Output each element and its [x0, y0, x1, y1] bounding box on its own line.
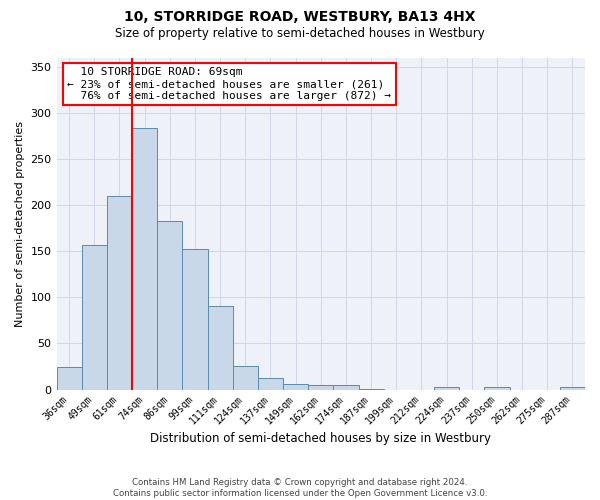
Bar — [560, 387, 585, 390]
Bar — [157, 221, 182, 390]
Text: 10, STORRIDGE ROAD, WESTBURY, BA13 4HX: 10, STORRIDGE ROAD, WESTBURY, BA13 4HX — [124, 10, 476, 24]
Bar — [208, 306, 233, 390]
Bar — [258, 378, 283, 390]
Bar — [233, 366, 258, 390]
Bar — [283, 384, 308, 390]
Text: 10 STORRIDGE ROAD: 69sqm
← 23% of semi-detached houses are smaller (261)
  76% o: 10 STORRIDGE ROAD: 69sqm ← 23% of semi-d… — [67, 68, 391, 100]
Bar — [434, 387, 459, 390]
Bar — [308, 385, 334, 390]
X-axis label: Distribution of semi-detached houses by size in Westbury: Distribution of semi-detached houses by … — [150, 432, 491, 445]
Bar — [334, 385, 359, 390]
Bar — [182, 250, 208, 390]
Bar — [107, 196, 132, 390]
Bar — [82, 245, 107, 390]
Bar — [132, 128, 157, 390]
Text: Size of property relative to semi-detached houses in Westbury: Size of property relative to semi-detach… — [115, 28, 485, 40]
Y-axis label: Number of semi-detached properties: Number of semi-detached properties — [15, 120, 25, 326]
Bar — [359, 388, 383, 390]
Bar — [484, 387, 509, 390]
Text: Contains HM Land Registry data © Crown copyright and database right 2024.
Contai: Contains HM Land Registry data © Crown c… — [113, 478, 487, 498]
Bar — [56, 366, 82, 390]
